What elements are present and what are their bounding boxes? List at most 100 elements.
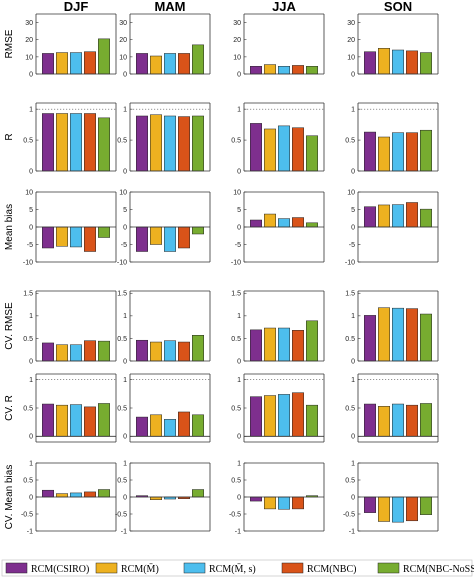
y-tick-label: 0 bbox=[29, 434, 33, 441]
season-title-jja: JJA bbox=[272, 0, 296, 14]
bar-son-1 bbox=[378, 406, 390, 437]
y-tick-label: 1.5 bbox=[231, 291, 241, 298]
y-tick-label: 10 bbox=[25, 54, 33, 61]
panel-2-jja: -10 -5 0 5 10 bbox=[231, 189, 325, 266]
bar-son-2 bbox=[392, 204, 404, 228]
season-title-djf: DJF bbox=[64, 0, 89, 14]
y-tick-label: 30 bbox=[119, 20, 127, 27]
legend: RCM(CSIRO) RCM(M̄) RCM(M̄, s) RCM(NBC) RCM(N… bbox=[1, 559, 474, 577]
bar-mam-4 bbox=[192, 335, 204, 362]
bar-son-1 bbox=[378, 136, 390, 172]
bar-jja-4 bbox=[306, 222, 318, 228]
bar-jja-1 bbox=[264, 327, 276, 362]
y-tick-label: 1 bbox=[351, 313, 355, 320]
y-tick-label: -10 bbox=[117, 259, 127, 266]
y-tick-label: 0.5 bbox=[23, 405, 33, 412]
bar-mam-4 bbox=[192, 44, 204, 75]
bar-mam-3 bbox=[178, 411, 190, 437]
bar-son-2 bbox=[392, 132, 404, 172]
panel-0-mam: 0 10 20 30 bbox=[119, 13, 211, 78]
panel-4-mam: 00.51 bbox=[117, 373, 211, 443]
y-tick-label: 0 bbox=[123, 494, 127, 501]
y-tick-label: 5 bbox=[237, 207, 241, 214]
panel-1-djf: 00.51 bbox=[23, 102, 117, 175]
bar-djf-2 bbox=[70, 492, 82, 498]
y-axis-label-2: Mean bias bbox=[4, 204, 15, 250]
bar-mam-0 bbox=[136, 339, 148, 362]
bar-jja-1 bbox=[264, 64, 276, 75]
bar-jja-3 bbox=[292, 217, 304, 228]
y-axis-label-5: CV. Mean bias bbox=[4, 465, 15, 530]
bar-djf-3 bbox=[84, 340, 96, 362]
season-title-mam: MAM bbox=[154, 0, 185, 14]
bar-djf-0 bbox=[42, 403, 54, 437]
bar-mam-3 bbox=[178, 116, 190, 172]
y-tick-label: 20 bbox=[233, 37, 241, 44]
y-tick-label: 0.5 bbox=[23, 336, 33, 343]
bar-mam-2 bbox=[164, 419, 176, 437]
bar-djf-3 bbox=[84, 113, 96, 172]
panel-2-mam: -10 -5 0 5 10 bbox=[117, 189, 211, 266]
panel-5-djf: -1 -0.5 0 0.5 1 bbox=[21, 460, 117, 535]
y-tick-label: -5 bbox=[121, 242, 127, 249]
bar-son-0 bbox=[364, 315, 376, 362]
y-tick-label: -0.5 bbox=[343, 511, 355, 518]
y-tick-label: 10 bbox=[119, 54, 127, 61]
y-tick-label: 1 bbox=[123, 377, 127, 384]
bar-djf-2 bbox=[70, 113, 82, 172]
y-tick-label: 10 bbox=[347, 54, 355, 61]
bar-djf-2 bbox=[70, 404, 82, 437]
bar-mam-1 bbox=[150, 114, 162, 172]
y-tick-label: 0 bbox=[29, 358, 33, 365]
bar-son-1 bbox=[378, 496, 390, 522]
y-tick-label: 1 bbox=[123, 107, 127, 114]
legend-label-1: RCM(M̄) bbox=[121, 563, 159, 575]
bar-son-3 bbox=[406, 404, 418, 437]
bar-jja-3 bbox=[292, 392, 304, 437]
y-tick-label: 30 bbox=[25, 20, 33, 27]
y-axis-label-4: CV. R bbox=[4, 395, 15, 421]
bar-djf-4 bbox=[98, 226, 110, 238]
legend-label-0: RCM(CSIRO) bbox=[31, 564, 89, 575]
bar-son-0 bbox=[364, 206, 376, 228]
y-tick-label: 1 bbox=[351, 460, 355, 467]
y-tick-label: 1 bbox=[237, 107, 241, 114]
y-tick-label: 0 bbox=[123, 434, 127, 441]
y-axis-label-0: RMSE bbox=[4, 29, 15, 58]
legend-label-3: RCM(NBC) bbox=[307, 564, 356, 575]
bar-son-2 bbox=[392, 49, 404, 75]
y-tick-label: 5 bbox=[351, 207, 355, 214]
bar-jja-2 bbox=[278, 496, 290, 510]
panel-5-son: -1 -0.5 0 0.5 1 bbox=[343, 460, 439, 535]
bar-son-1 bbox=[378, 48, 390, 75]
y-tick-label: 0 bbox=[351, 224, 355, 231]
y-tick-label: -5 bbox=[235, 242, 241, 249]
y-tick-label: 1.5 bbox=[117, 291, 127, 298]
y-tick-label: 0 bbox=[29, 224, 33, 231]
bar-jja-3 bbox=[292, 127, 304, 172]
bar-mam-2 bbox=[164, 340, 176, 362]
bar-mam-0 bbox=[136, 53, 148, 75]
bar-son-1 bbox=[378, 204, 390, 228]
y-tick-label: 1.5 bbox=[23, 291, 33, 298]
y-tick-label: 0.5 bbox=[345, 405, 355, 412]
bar-jja-2 bbox=[278, 125, 290, 172]
y-tick-label: 1 bbox=[351, 107, 355, 114]
bar-jja-0 bbox=[250, 329, 262, 362]
y-tick-label: -1 bbox=[121, 528, 127, 535]
bar-jja-0 bbox=[250, 66, 262, 75]
bar-mam-2 bbox=[164, 226, 176, 252]
y-tick-label: -1 bbox=[349, 528, 355, 535]
bar-jja-3 bbox=[292, 330, 304, 362]
y-tick-label: 1 bbox=[29, 377, 33, 384]
bar-djf-2 bbox=[70, 344, 82, 362]
y-tick-label: 0.5 bbox=[117, 336, 127, 343]
y-tick-label: 20 bbox=[25, 37, 33, 44]
bar-djf-0 bbox=[42, 342, 54, 362]
y-tick-label: 0.5 bbox=[231, 477, 241, 484]
panel-1-son: 00.51 bbox=[345, 102, 439, 175]
y-axis-label-3: CV. RMSE bbox=[4, 302, 15, 350]
y-tick-label: 1 bbox=[237, 460, 241, 467]
bar-mam-2 bbox=[164, 115, 176, 172]
